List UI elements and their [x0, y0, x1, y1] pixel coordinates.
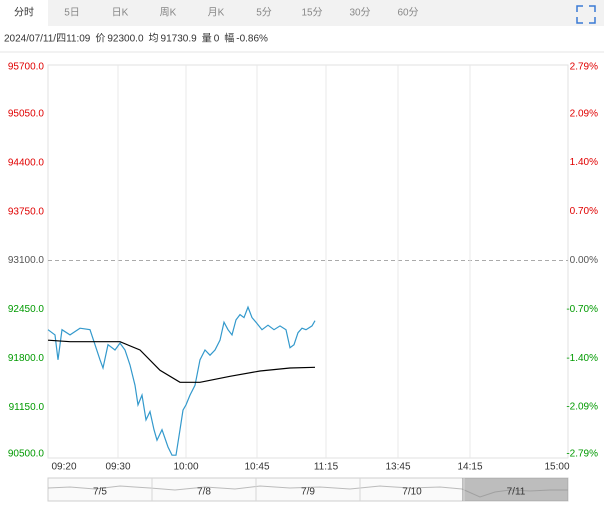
average-line [47, 339, 316, 383]
y-tick-label: 91800.0 [8, 353, 45, 364]
y2-tick-label: 2.79% [570, 62, 598, 73]
y2-tick-label: 0.00% [570, 255, 598, 266]
y-tick-label: 93100.0 [8, 255, 45, 266]
y-tick-label: 91150.0 [9, 402, 45, 413]
info-text: -0.86% [236, 34, 268, 45]
tab[interactable]: 周K [160, 7, 177, 19]
y2-tick-label: -0.70% [566, 304, 598, 315]
tab[interactable]: 15分 [301, 7, 322, 19]
x-tick-label: 13:45 [385, 462, 410, 473]
y2-tick-label: 2.09% [570, 109, 598, 120]
y2-tick-label: 0.70% [570, 206, 598, 217]
tab[interactable]: 日K [112, 8, 129, 19]
info-text: 92300.0 [107, 34, 144, 45]
x-tick-label: 15:00 [544, 462, 569, 473]
price-line [47, 305, 316, 456]
info-text: 0 [214, 34, 220, 45]
x-tick-label: 09:30 [105, 462, 130, 473]
fullscreen-icon[interactable] [576, 5, 596, 24]
navigator-label: 7/9 [301, 487, 315, 498]
navigator-label: 7/11 [507, 487, 526, 498]
tab[interactable]: 5分 [256, 7, 272, 19]
y-tick-label: 94400.0 [8, 157, 45, 168]
active-tab-bg [0, 0, 48, 26]
tab[interactable]: 月K [208, 7, 225, 19]
y2-tick-label: -2.09% [566, 402, 598, 413]
y2-tick-label: -2.79% [566, 449, 598, 460]
tab[interactable]: 30分 [349, 7, 370, 19]
info-text: 价 [95, 33, 105, 45]
x-tick-label: 11:15 [314, 462, 339, 473]
x-tick-label: 10:00 [173, 462, 198, 473]
x-tick-label: 10:45 [244, 462, 269, 473]
plot-frame [47, 64, 569, 459]
info-text: 幅 [224, 32, 234, 45]
x-tick-label: 09:20 [51, 462, 76, 473]
navigator-label: 7/5 [93, 487, 107, 498]
tab-bar [0, 0, 604, 26]
y-tick-label: 95700.0 [8, 62, 45, 73]
y2-tick-label: 1.40% [570, 157, 598, 168]
y-tick-label: 92450.0 [8, 304, 45, 315]
y-tick-label: 90500.0 [8, 449, 45, 460]
info-text: 91730.9 [161, 34, 198, 45]
info-text: 量 [202, 33, 212, 45]
info-text: 均 [149, 33, 159, 45]
y-tick-label: 93750.0 [8, 206, 45, 217]
tab[interactable]: 60分 [397, 7, 418, 19]
tab[interactable]: 5日 [64, 8, 80, 19]
info-text: 2024/07/11/四11:09 [4, 34, 91, 45]
navigator-label: 7/8 [197, 487, 211, 498]
navigator-selection[interactable] [462, 478, 568, 501]
navigator-label: 7/10 [402, 487, 422, 498]
tab[interactable]: 分时 [14, 7, 34, 19]
x-tick-label: 14:15 [457, 462, 482, 473]
y2-tick-label: -1.40% [566, 353, 598, 364]
y-tick-label: 95050.0 [8, 109, 45, 120]
